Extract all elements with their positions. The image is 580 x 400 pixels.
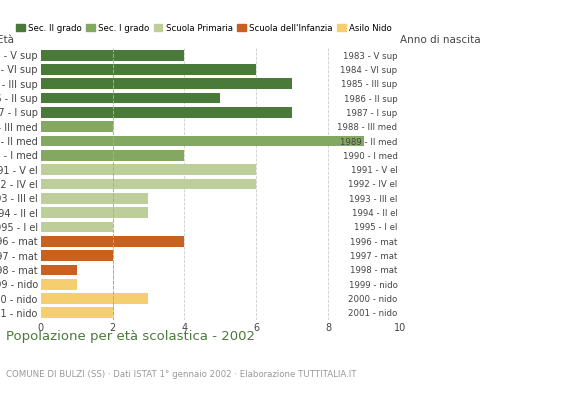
Bar (41, 236, 184, 247)
Bar (41, 121, 113, 132)
Bar (41, 164, 256, 175)
Bar (41, 179, 256, 189)
Text: COMUNE DI BULZI (SS) · Dati ISTAT 1° gennaio 2002 · Elaborazione TUTTITALIA.IT: COMUNE DI BULZI (SS) · Dati ISTAT 1° gen… (6, 370, 356, 379)
Bar (41, 264, 77, 275)
Bar (41, 136, 364, 146)
Bar (41, 150, 184, 161)
Bar (41, 279, 77, 290)
Bar (41, 50, 184, 60)
Bar (41, 93, 220, 104)
Legend: Sec. II grado, Sec. I grado, Scuola Primaria, Scuola dell'Infanzia, Asilo Nido: Sec. II grado, Sec. I grado, Scuola Prim… (16, 24, 392, 33)
Bar (41, 222, 113, 232)
Bar (41, 78, 292, 89)
Bar (41, 293, 148, 304)
Text: Età: Età (0, 35, 14, 45)
Bar (41, 64, 256, 75)
Bar (41, 308, 113, 318)
Bar (41, 207, 148, 218)
Bar (41, 250, 113, 261)
Bar (41, 193, 148, 204)
Text: Anno di nascita: Anno di nascita (400, 35, 481, 45)
Text: Popolazione per età scolastica - 2002: Popolazione per età scolastica - 2002 (6, 330, 255, 343)
Bar (41, 107, 292, 118)
